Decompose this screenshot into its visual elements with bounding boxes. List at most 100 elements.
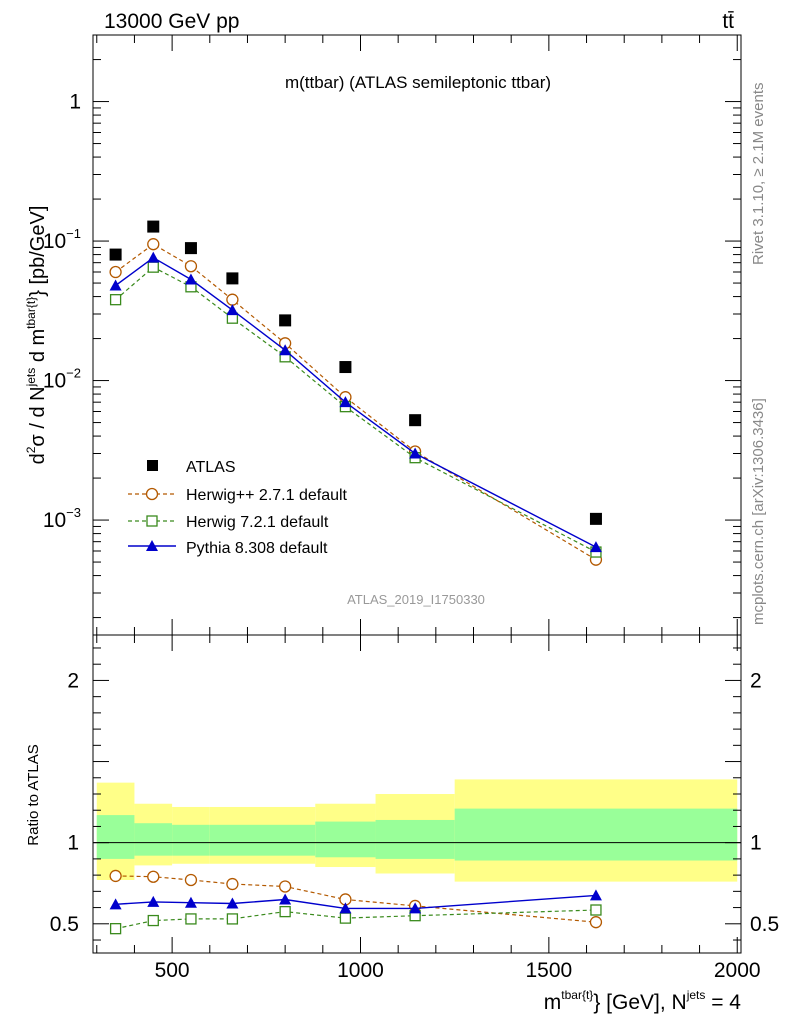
x-tick-label: 1000 bbox=[337, 959, 384, 982]
ratio-stat-uncertainty-band bbox=[96, 815, 135, 859]
main-y-tick-label: 10−1 bbox=[43, 226, 81, 253]
chart-title: m(ttbar) (ATLAS semileptonic ttbar) bbox=[285, 73, 551, 92]
main-point-atlas bbox=[409, 414, 422, 427]
main-point-herwig-7-2-1-default bbox=[147, 261, 159, 273]
ratio-point-herwig-2-7-1-default bbox=[589, 916, 603, 929]
ratio-point-pythia-8-308-default bbox=[589, 889, 602, 901]
main-point-pythia-8-308-default bbox=[339, 396, 352, 408]
ratio-y-tick-label-left: 1 bbox=[67, 832, 79, 855]
ratio-point-herwig-7-2-1-default bbox=[185, 913, 197, 925]
main-point-atlas bbox=[589, 512, 602, 525]
ratio-axis-ticks bbox=[93, 635, 741, 953]
ratio-y-tick-labels: 0.5 0.5 1 1 2 2 bbox=[50, 669, 779, 935]
ratio-stat-uncertainty-band bbox=[172, 824, 210, 856]
main-point-pythia-8-308-default bbox=[184, 273, 197, 285]
main-point-atlas bbox=[109, 248, 122, 261]
main-point-pythia-8-308-default bbox=[409, 447, 422, 459]
rivet-version-label: Rivet 3.1.10, ≥ 2.1M events bbox=[750, 83, 767, 266]
ratio-line-pythia-8-308-default bbox=[115, 894, 597, 910]
legend-marker-herwigpp bbox=[145, 487, 159, 501]
ratio-line-herwig-7-2-1-default bbox=[115, 909, 597, 930]
ratio-point-herwig-2-7-1-default bbox=[278, 880, 292, 893]
ratio-stat-uncertainty-band bbox=[375, 819, 455, 859]
ratio-point-pythia-8-308-default bbox=[109, 898, 122, 910]
mcplots-reference-label: mcplots.cern.ch [arXiv:1306.3436] bbox=[750, 398, 767, 625]
main-axis-ticks bbox=[93, 34, 741, 635]
main-y-tick-label: 10−3 bbox=[43, 505, 81, 532]
main-line-herwig-7-2-1-default bbox=[115, 266, 597, 553]
ratio-point-pythia-8-308-default bbox=[147, 895, 160, 907]
ratio-point-herwig-7-2-1-default bbox=[147, 914, 159, 927]
main-point-herwig-2-7-1-default bbox=[184, 260, 198, 273]
main-panel: 1 10−1 10−2 10−3 m(ttbar) (ATLAS semilepton… bbox=[24, 34, 742, 636]
ratio-y-axis-label: Ratio to ATLAS bbox=[25, 744, 42, 845]
legend-label-herwigpp: Herwig++ 2.7.1 default bbox=[186, 487, 348, 504]
ratio-point-herwig-2-7-1-default bbox=[184, 873, 198, 887]
ratio-point-pythia-8-308-default bbox=[226, 897, 239, 909]
ratio-point-herwig-7-2-1-default bbox=[279, 905, 291, 918]
x-tick-labels: 500 1000 1500 2000 bbox=[155, 959, 761, 982]
collision-energy-label: 13000 GeV pp bbox=[104, 10, 239, 33]
legend: ATLAS Herwig++ 2.7.1 default Herwig 7.2.… bbox=[128, 459, 348, 557]
ratio-point-herwig-2-7-1-default bbox=[147, 870, 160, 883]
x-tick-label: 1500 bbox=[526, 959, 573, 982]
legend-label-pythia: Pythia 8.308 default bbox=[186, 540, 328, 557]
ratio-point-pythia-8-308-default bbox=[409, 902, 422, 914]
ratio-uncertainty-bands bbox=[96, 779, 738, 882]
ratio-point-pythia-8-308-default bbox=[279, 893, 292, 905]
main-y-tick-labels: 1 10−1 10−2 10−3 bbox=[43, 91, 81, 533]
x-tick-label: 500 bbox=[155, 959, 190, 982]
ratio-y-tick-label-right: 1 bbox=[750, 832, 762, 855]
main-line-pythia-8-308-default bbox=[115, 256, 597, 548]
ratio-point-herwig-2-7-1-default bbox=[226, 877, 239, 891]
main-point-pythia-8-308-default bbox=[226, 304, 239, 316]
x-axis-label: mtbar{t}} [GeV], Njets = 4 bbox=[544, 988, 742, 1014]
ratio-y-tick-label-left: 0.5 bbox=[50, 913, 79, 936]
main-point-atlas bbox=[226, 272, 239, 285]
ratio-stat-uncertainty-band bbox=[315, 821, 376, 858]
main-series-layer bbox=[109, 220, 603, 566]
legend-marker-atlas bbox=[147, 460, 158, 471]
legend-label-atlas: ATLAS bbox=[186, 459, 236, 476]
ratio-point-pythia-8-308-default bbox=[184, 896, 197, 908]
ratio-stat-uncertainty-band bbox=[134, 823, 173, 856]
main-line-herwig-2-7-1-default bbox=[115, 243, 597, 561]
main-point-atlas bbox=[184, 242, 197, 255]
ratio-point-herwig-7-2-1-default bbox=[590, 904, 602, 916]
main-y-axis-label: d2σ / d Njets d mtbar{t}} [pb/GeV] bbox=[24, 206, 49, 465]
ratio-y-tick-label-right: 2 bbox=[750, 669, 762, 692]
ratio-panel: 0.5 0.5 1 1 2 2 500 1000 1500 2000 Ratio to ATLA… bbox=[25, 634, 779, 982]
main-y-tick-label: 10−2 bbox=[43, 366, 81, 393]
ratio-y-tick-label-right: 0.5 bbox=[750, 913, 779, 936]
ratio-point-pythia-8-308-default bbox=[339, 902, 352, 914]
main-point-pythia-8-308-default bbox=[147, 251, 160, 263]
main-point-atlas bbox=[147, 220, 160, 233]
main-point-pythia-8-308-default bbox=[589, 541, 602, 553]
main-point-atlas bbox=[339, 361, 352, 374]
main-point-pythia-8-308-default bbox=[109, 279, 122, 291]
x-tick-label: 2000 bbox=[714, 959, 761, 982]
ratio-stat-uncertainty-band bbox=[209, 824, 255, 856]
ratio-point-herwig-7-2-1-default bbox=[339, 912, 352, 924]
main-point-herwig-2-7-1-default bbox=[226, 293, 239, 306]
ratio-series-layer bbox=[109, 869, 603, 935]
ratio-point-herwig-2-7-1-default bbox=[109, 869, 122, 883]
main-point-herwig-7-2-1-default bbox=[109, 294, 122, 306]
main-y-tick-label: 1 bbox=[69, 91, 81, 114]
ratio-point-herwig-7-2-1-default bbox=[109, 923, 122, 935]
ratio-point-herwig-7-2-1-default bbox=[226, 913, 239, 925]
main-point-pythia-8-308-default bbox=[279, 344, 292, 356]
main-point-atlas bbox=[279, 314, 292, 327]
legend-label-herwig7: Herwig 7.2.1 default bbox=[186, 514, 329, 531]
main-point-herwig-2-7-1-default bbox=[147, 238, 160, 251]
ratio-y-tick-label-left: 2 bbox=[67, 669, 79, 692]
process-label: tt̄ bbox=[722, 10, 734, 33]
main-point-herwig-2-7-1-default bbox=[109, 265, 122, 279]
ratio-stat-uncertainty-band bbox=[454, 808, 738, 861]
legend-marker-pythia bbox=[146, 540, 158, 551]
analysis-watermark: ATLAS_2019_I1750330 bbox=[347, 592, 485, 607]
ratio-stat-uncertainty-band bbox=[255, 824, 316, 856]
legend-marker-herwig7 bbox=[146, 515, 158, 527]
ratio-line-herwig-2-7-1-default bbox=[115, 875, 597, 923]
